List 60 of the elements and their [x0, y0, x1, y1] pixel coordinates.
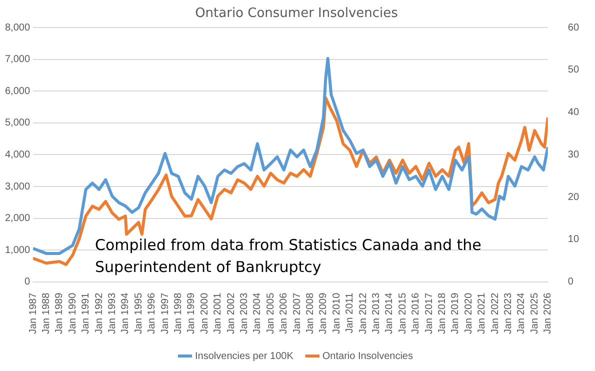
x-tick-label: Jan 2020: [463, 292, 474, 334]
x-tick-label: Jan 2008: [305, 292, 316, 334]
x-tick-label: Jan 1990: [67, 292, 78, 334]
annotation: Compiled from data from Statistics Canada and the Superintendent of Bankruptcy: [95, 236, 482, 276]
x-tick-label: Jan 1996: [146, 292, 158, 334]
y2-tick-label: 40: [568, 107, 580, 118]
x-tick-label: Jan 1989: [54, 292, 66, 334]
x-tick-label: Jan 1993: [106, 292, 118, 334]
y2-tick-label: 10: [568, 234, 580, 246]
y2-tick-label: 0: [568, 276, 574, 288]
x-tick-label: Jan 2021: [476, 292, 488, 334]
x-tick-label: Jan 1999: [186, 292, 198, 334]
x-tick-label: Jan 2005: [265, 292, 276, 334]
chart-title: Ontario Consumer Insolvencies: [195, 6, 398, 22]
y-tick-label: 6,000: [4, 86, 30, 97]
x-tick-label: Jan 2002: [226, 292, 237, 334]
x-tick-label: Jan 2013: [371, 292, 382, 334]
x-tick-label: Jan 2000: [199, 292, 210, 334]
x-tick-label: Jan 2006: [278, 292, 290, 334]
x-tick-label: Jan 2010: [331, 292, 342, 334]
x-tick-label: Jan 2025: [529, 292, 540, 334]
y-tick-label: 3,000: [4, 181, 30, 192]
y-tick-label: 4,000: [4, 149, 30, 160]
x-tick-label: Jan 1994: [120, 292, 132, 334]
x-tick-label: Jan 1997: [160, 292, 171, 334]
x-tick-label: Jan 2003: [238, 292, 250, 334]
y-tick-label: 0: [24, 276, 30, 288]
x-tick-label: Jan 2012: [358, 292, 369, 334]
x-tick-label: Jan 2004: [252, 292, 264, 334]
legend-label: Ontario Insolvencies: [322, 350, 414, 362]
x-tick-label: Jan 1995: [133, 292, 144, 334]
x-tick-label: Jan 2007: [292, 292, 303, 334]
x-tick-label: Jan 1992: [94, 292, 105, 334]
y-tick-label: 5,000: [4, 118, 30, 129]
x-tick-label: Jan 1987: [28, 292, 39, 334]
y-tick-label: 2,000: [4, 213, 30, 224]
y-tick-label: 8,000: [4, 22, 30, 34]
x-tick-label: Jan 2017: [424, 292, 435, 334]
x-tick-label: Jan 2019: [450, 292, 462, 334]
x-tick-label: Jan 2016: [410, 292, 422, 334]
x-tick-label: Jan 2011: [344, 292, 356, 334]
x-tick-label: Jan 2009: [318, 292, 330, 334]
y-tick-label: 1,000: [4, 244, 30, 256]
x-tick-label: Jan 2024: [516, 292, 528, 334]
x-tick-label: Jan 2023: [503, 292, 514, 334]
x-tick-label: Jan 1998: [172, 292, 184, 334]
x-tick-label: Jan 2001: [212, 292, 224, 334]
legend-label: Insolvencies per 100K: [195, 350, 294, 362]
y2-tick-label: 30: [568, 149, 580, 160]
x-tick-label: Jan 1991: [80, 292, 92, 334]
y2-tick-label: 60: [568, 22, 580, 34]
y2-tick-label: 50: [568, 64, 580, 76]
x-tick-label: Jan 1988: [40, 292, 52, 334]
y2-tick-label: 20: [568, 192, 580, 203]
x-tick-label: Jan 2015: [397, 292, 408, 334]
x-tick-label: Jan 2018: [437, 292, 448, 334]
y-tick-label: 7,000: [4, 54, 30, 66]
x-tick-label: Jan 2022: [490, 292, 501, 334]
x-tick-label: Jan 2014: [384, 292, 396, 334]
x-tick-label: Jan 2026: [542, 292, 554, 334]
